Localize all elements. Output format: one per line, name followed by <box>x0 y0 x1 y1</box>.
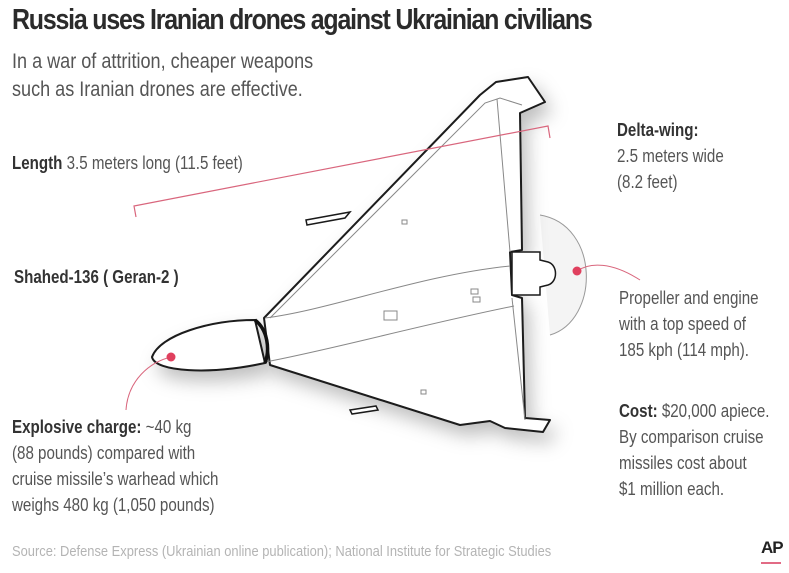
delta-wing-heading: Delta-wing: <box>617 120 699 140</box>
ap-logo-underline <box>761 562 781 564</box>
propeller-line: Propeller and engine <box>619 288 759 308</box>
ap-logo: AP <box>761 538 784 557</box>
explosive-line: (88 pounds) compared with <box>12 443 196 463</box>
explosive-value: ~40 kg <box>141 417 192 437</box>
length-dimension-line <box>133 125 551 218</box>
subtitle-line: In a war of attrition, cheaper weapons <box>12 50 314 73</box>
delta-wing-width: 2.5 meters wide <box>617 146 724 166</box>
model-label: Shahed-136 ( Geran-2 ) <box>14 264 179 290</box>
propeller-dot <box>572 266 582 276</box>
propeller-line: with a top speed of <box>619 314 746 334</box>
explosive-dot <box>166 352 176 362</box>
subtitle-line: such as Iranian drones are effective. <box>12 78 303 101</box>
explosive-leader <box>125 356 172 411</box>
explosive-heading: Explosive charge: <box>12 417 142 437</box>
delta-wing-label: Delta-wing: 2.5 meters wide (8.2 feet) <box>617 117 724 195</box>
propeller-arc <box>539 214 587 336</box>
wing-body <box>263 76 551 433</box>
propeller-label: Propeller and engine with a top speed of… <box>619 285 759 363</box>
length-value: 3.5 meters long (11.5 feet) <box>62 153 243 173</box>
subtitle: In a war of attrition, cheaper weapons s… <box>12 48 313 104</box>
cost-line: $1 million each. <box>619 479 725 499</box>
model-name: Shahed-136 ( Geran-2 ) <box>14 267 179 287</box>
source-credit: Source: Defense Express (Ukrainian onlin… <box>12 543 552 560</box>
page-title: Russia uses Iranian drones against Ukrai… <box>12 4 593 36</box>
length-heading: Length <box>12 153 63 173</box>
explosive-line: cruise missile’s warhead which <box>12 469 219 489</box>
cost-value: $20,000 apiece. <box>657 401 770 421</box>
explosive-label: Explosive charge: ~40 kg (88 pounds) com… <box>12 414 218 518</box>
fuselage-nose <box>150 318 267 372</box>
cost-line: missiles cost about <box>619 453 747 473</box>
cost-line: By comparison cruise <box>619 427 764 447</box>
cost-heading: Cost: <box>619 401 658 421</box>
length-label: Length 3.5 meters long (11.5 feet) <box>12 150 243 176</box>
engine <box>511 251 557 296</box>
delta-wing-feet: (8.2 feet) <box>617 172 678 192</box>
explosive-line: weighs 480 kg (1,050 pounds) <box>12 495 215 515</box>
cost-label: Cost: $20,000 apiece. By comparison crui… <box>619 398 769 502</box>
propeller-line: 185 kph (114 mph). <box>619 340 750 360</box>
